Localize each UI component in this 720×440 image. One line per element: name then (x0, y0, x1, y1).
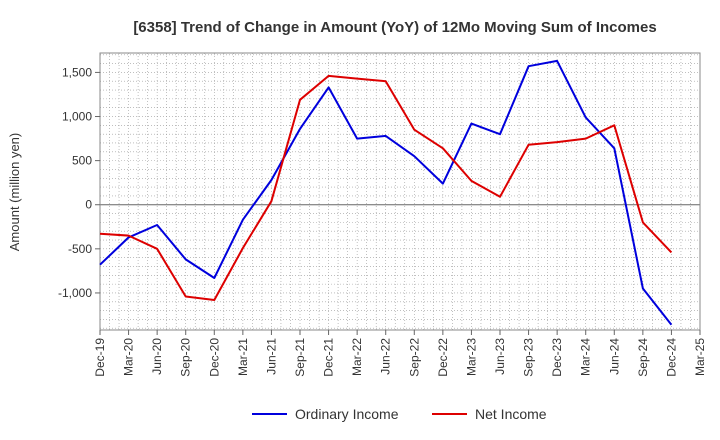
x-tick-label: Dec-19 (93, 338, 107, 377)
x-tick-label: Mar-21 (236, 338, 250, 376)
x-tick-label: Mar-25 (693, 338, 707, 376)
grid-lines (100, 53, 700, 330)
y-tick-label: -1,000 (58, 286, 92, 300)
x-tick-label: Sep-22 (407, 338, 421, 377)
y-tick-label: 500 (72, 154, 92, 168)
x-tick-label: Mar-24 (579, 338, 593, 376)
x-tick-label: Dec-22 (436, 338, 450, 377)
x-tick-label: Mar-20 (122, 338, 136, 376)
x-tick-label: Jun-21 (264, 338, 278, 375)
chart-title: [6358] Trend of Change in Amount (YoY) o… (133, 19, 656, 36)
legend-label-net-income: Net Income (475, 406, 547, 422)
x-tick-label: Dec-20 (207, 338, 221, 377)
y-tick-label: 0 (85, 198, 92, 212)
x-tick-label: Dec-23 (550, 338, 564, 377)
y-axis-label: Amount (million yen) (7, 133, 22, 252)
series-lines (99, 59, 673, 326)
x-tick-label: Sep-24 (636, 338, 650, 377)
y-axis-ticks: 1,500 1,000 500 0 -500 -1,000 (58, 65, 100, 300)
series-line-net-income (99, 74, 673, 301)
x-tick-label: Dec-21 (322, 338, 336, 377)
y-tick-label: 1,500 (62, 65, 92, 79)
legend: Ordinary Income Net Income (252, 406, 547, 422)
x-tick-label: Jun-22 (379, 338, 393, 375)
series-line-ordinary-income (99, 59, 673, 326)
x-tick-label: Jun-24 (607, 338, 621, 375)
x-axis-ticks: Dec-19 Mar-20 Jun-20 Sep-20 Dec-20 Mar-21 Jun-… (93, 330, 707, 377)
x-tick-label: Dec-24 (664, 338, 678, 377)
x-tick-label: Jun-20 (150, 338, 164, 375)
x-tick-label: Mar-23 (464, 338, 478, 376)
y-tick-label: 1,000 (62, 110, 92, 124)
x-tick-label: Mar-22 (350, 338, 364, 376)
x-tick-label: Sep-23 (522, 338, 536, 377)
plot-frame (99, 52, 701, 331)
legend-label-ordinary-income: Ordinary Income (295, 406, 399, 422)
x-tick-label: Jun-23 (493, 338, 507, 375)
x-tick-label: Sep-21 (293, 338, 307, 377)
y-tick-label: -500 (68, 242, 92, 256)
x-tick-label: Sep-20 (179, 338, 193, 377)
